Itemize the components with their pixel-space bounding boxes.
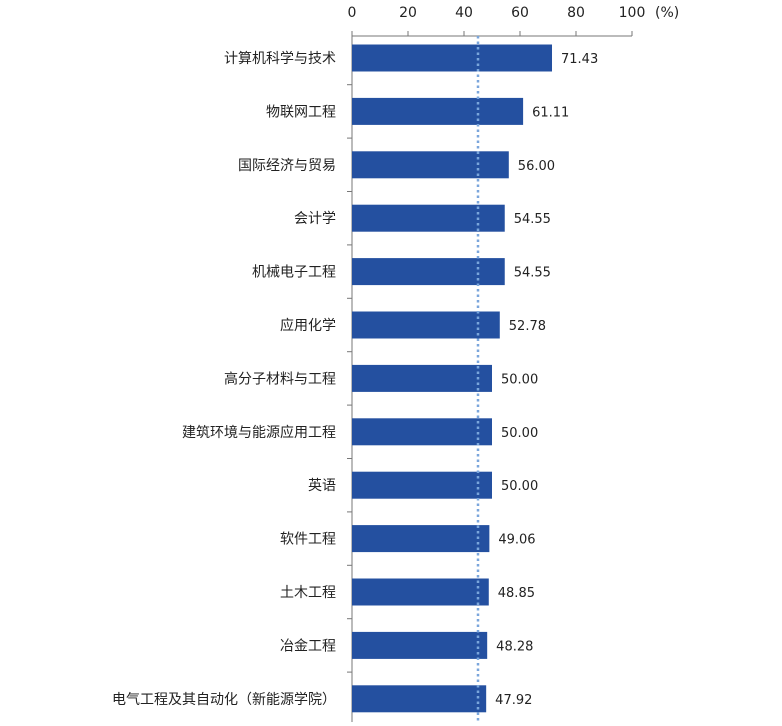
x-tick-label: 100	[619, 5, 646, 21]
category-label: 英语	[308, 477, 336, 494]
x-unit-label: (%)	[655, 5, 679, 21]
value-label: 48.85	[498, 586, 535, 601]
value-label: 47.92	[495, 693, 532, 708]
value-label: 50.00	[501, 479, 538, 494]
value-label: 50.00	[501, 372, 538, 387]
x-tick-label: 60	[511, 5, 529, 21]
category-label: 应用化学	[280, 317, 336, 334]
bar	[352, 151, 509, 179]
value-label: 50.00	[501, 426, 538, 441]
bar	[352, 578, 489, 606]
category-label: 会计学	[294, 211, 336, 227]
value-label: 54.55	[514, 266, 551, 281]
category-label: 计算机科学与技术	[224, 51, 336, 67]
y-axis	[347, 36, 353, 722]
category-label: 国际经济与贸易	[238, 158, 336, 174]
x-tick-label: 40	[455, 5, 473, 21]
bar	[352, 471, 492, 499]
category-label: 物联网工程	[266, 104, 336, 120]
category-label: 电气工程及其自动化（新能源学院）	[112, 692, 336, 708]
value-label: 48.28	[496, 639, 533, 654]
x-tick-label: 20	[399, 5, 417, 21]
x-tick-label: 80	[567, 5, 585, 21]
value-label: 71.43	[561, 52, 598, 67]
x-axis: 0 20 40 60 80 100 (%)	[348, 5, 679, 37]
labels: 计算机科学与技术 71.43 物联网工程 61.11 国际经济与贸易 56.00 会计学 54…	[112, 51, 598, 708]
category-label: 冶金工程	[280, 638, 336, 654]
bars	[352, 44, 553, 713]
value-label: 61.11	[532, 105, 569, 120]
bar	[352, 44, 553, 72]
bar	[352, 525, 490, 553]
x-tick-label: 0	[348, 5, 357, 21]
category-label: 软件工程	[280, 532, 336, 548]
bar	[352, 311, 500, 339]
category-label: 机械电子工程	[252, 265, 336, 281]
bar	[352, 204, 505, 232]
bar	[352, 418, 492, 446]
value-label: 52.78	[509, 319, 546, 334]
bar	[352, 97, 524, 125]
bar	[352, 258, 505, 286]
value-label: 56.00	[518, 159, 555, 174]
bar	[352, 631, 488, 659]
value-label: 54.55	[514, 212, 551, 227]
category-label: 高分子材料与工程	[224, 370, 336, 387]
category-label: 建筑环境与能源应用工程	[182, 424, 336, 441]
value-label: 49.06	[498, 533, 535, 548]
category-label: 土木工程	[280, 585, 336, 601]
bar	[352, 685, 487, 713]
bar	[352, 364, 492, 392]
